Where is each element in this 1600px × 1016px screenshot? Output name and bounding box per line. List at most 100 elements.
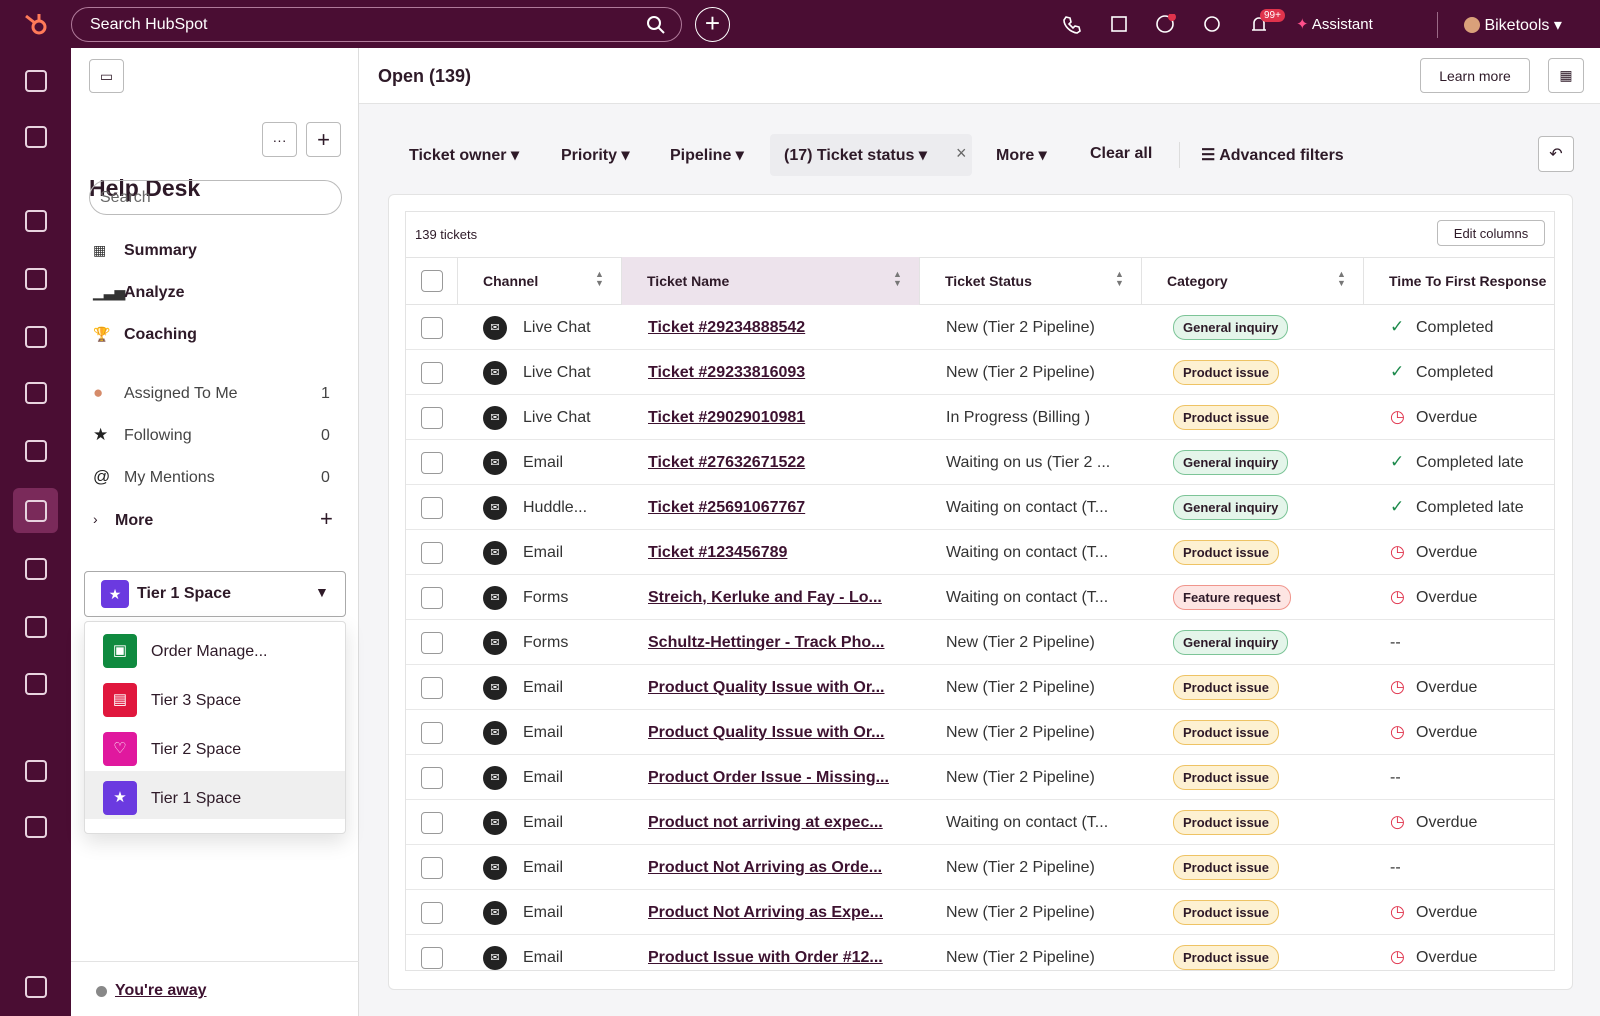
row-checkbox[interactable] [421,812,443,834]
ticket-name[interactable]: Ticket #27632671522 [648,453,806,471]
column-header[interactable]: Ticket Status [945,273,1032,289]
channel: Email [523,948,564,966]
utility-icons[interactable] [1062,13,1266,34]
advanced-filters[interactable]: ☰ Advanced filters [1201,147,1344,164]
rail-icon[interactable] [25,326,47,348]
rail-icon[interactable] [25,816,47,838]
ticket-name[interactable]: Product Issue with Order #12... [648,948,883,966]
row-checkbox[interactable] [421,902,443,924]
row-checkbox[interactable] [421,767,443,789]
rail-icon[interactable] [25,673,47,695]
ticket-name[interactable]: Product Quality Issue with Or... [648,723,885,741]
row-checkbox[interactable] [421,677,443,699]
ticket-name[interactable]: Product not arriving at expec... [648,813,883,831]
channel: Email [523,543,564,561]
rail-icon[interactable] [25,558,47,580]
undo-button[interactable]: ↶ [1538,136,1574,172]
ticket-status: New (Tier 2 Pipeline) [946,318,1095,336]
space-selector[interactable]: ★ Tier 1 Space ▼ [84,571,346,617]
learn-more-button[interactable]: Learn more [1420,58,1530,93]
sort-icon: ▲ ▼ [595,269,604,288]
logo[interactable] [22,10,50,38]
sidebar-search[interactable]: Search [89,180,342,215]
ticket-name[interactable]: Ticket #29029010981 [648,408,806,426]
more-actions[interactable]: ··· [262,122,297,157]
ticket-status: New (Tier 2 Pipeline) [946,903,1095,921]
add-button[interactable]: + [306,122,341,157]
row-checkbox[interactable] [421,632,443,654]
column-header[interactable]: Channel [483,273,539,289]
category-badge: Product issue [1173,720,1279,745]
notification-badge: 99+ [1260,9,1285,22]
filter[interactable]: Ticket owner ▾ [409,147,519,164]
ticket-name[interactable]: Streich, Kerluke and Fay - Lo... [648,588,882,606]
ticket-name[interactable]: Schultz-Hettinger - Track Pho... [648,633,885,651]
clear-filter[interactable]: × [956,143,967,163]
rail-icon[interactable] [25,616,47,638]
row-checkbox[interactable] [421,452,443,474]
account-menu[interactable]: Biketools ▾ [1464,15,1562,35]
ticket-name[interactable]: Product Not Arriving as Expe... [648,903,884,921]
view-label[interactable]: Following [124,427,192,444]
nav-item[interactable]: Summary [124,242,197,259]
ticket-name[interactable]: Ticket #25691067767 [648,498,806,516]
rail-icon[interactable] [25,210,47,232]
space-option[interactable]: Tier 2 Space [151,741,242,758]
column-header[interactable]: Category [1167,273,1228,289]
ticket-name[interactable]: Product Order Issue - Missing... [648,768,889,786]
filter[interactable]: Priority ▾ [561,147,630,164]
rail-icon[interactable] [25,760,47,782]
channel-icon: ✉ [483,901,507,925]
space-option[interactable]: Tier 3 Space [151,692,242,709]
row-checkbox[interactable] [421,542,443,564]
rail-icon[interactable] [25,440,47,462]
channel: Live Chat [523,363,591,381]
row-checkbox[interactable] [421,947,443,969]
row-checkbox[interactable] [421,497,443,519]
row-checkbox[interactable] [421,587,443,609]
column-header[interactable]: Time To First Response [1389,273,1547,289]
select-all[interactable] [421,270,443,292]
rail-icon[interactable] [25,268,47,290]
filter[interactable]: (17) Ticket status ▾ [784,147,927,164]
space-option[interactable]: Order Manage... [151,643,268,660]
ticket-table: 139 tickets Edit columns Channel ▲ ▼ Ticket… [405,211,1555,971]
ticket-status: Waiting on us (Tier 2 ... [946,453,1111,471]
rail-icon[interactable] [25,976,47,998]
nav-item[interactable]: Analyze [124,284,185,301]
rail-icon[interactable] [25,382,47,404]
ticket-name[interactable]: Ticket #29234888542 [648,318,806,336]
ticket-status: In Progress (Billing ) [946,408,1091,426]
filter[interactable]: Pipeline ▾ [670,147,744,164]
rail-active[interactable] [13,488,58,533]
away-status[interactable]: You're away [115,982,207,999]
more-toggle[interactable]: More [115,512,154,529]
rail-icon[interactable] [25,70,47,92]
nav-item[interactable]: Coaching [124,326,197,343]
global-search[interactable]: Search HubSpot [71,7,682,42]
row-checkbox[interactable] [421,407,443,429]
rail-icon[interactable] [25,500,47,522]
rail-icon[interactable] [25,126,47,148]
ticket-status: New (Tier 2 Pipeline) [946,768,1095,786]
clear-all[interactable]: Clear all [1090,145,1153,162]
space-option[interactable]: Tier 1 Space [151,790,242,807]
collapse-button[interactable]: ▭ [89,59,124,93]
ticket-name[interactable]: Product Quality Issue with Or... [648,678,885,696]
ticket-name[interactable]: Ticket #123456789 [648,543,788,561]
response-icon: ✓ [1390,497,1405,516]
create-button[interactable]: + [695,7,730,42]
assistant[interactable]: ✦ Assistant [1296,16,1373,33]
ticket-name[interactable]: Product Not Arriving as Orde... [648,858,883,876]
grid-toggle[interactable]: ▦ [1548,58,1584,93]
row-checkbox[interactable] [421,857,443,879]
edit-columns-button[interactable]: Edit columns [1437,220,1545,246]
ticket-name[interactable]: Ticket #29233816093 [648,363,806,381]
row-checkbox[interactable] [421,317,443,339]
view-label[interactable]: My Mentions [124,469,215,486]
view-label[interactable]: Assigned To Me [124,385,238,402]
filter[interactable]: More ▾ [996,147,1047,164]
row-checkbox[interactable] [421,722,443,744]
row-checkbox[interactable] [421,362,443,384]
column-header[interactable]: Ticket Name [647,273,730,289]
